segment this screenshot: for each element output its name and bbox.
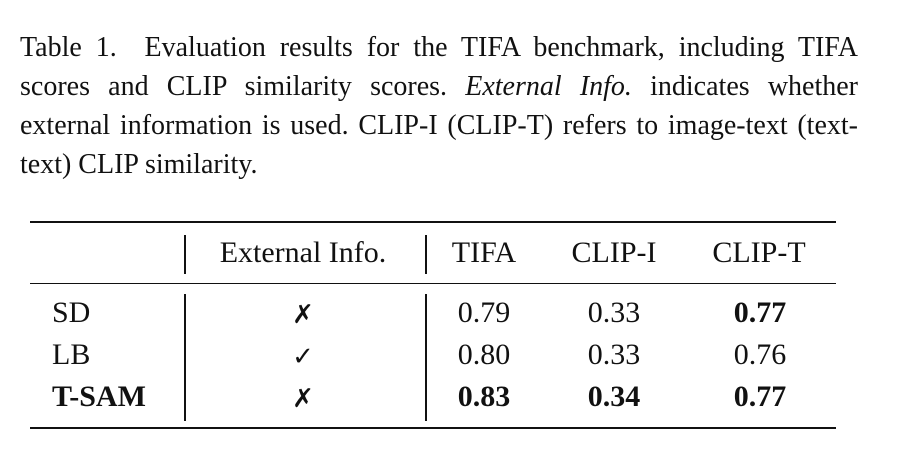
header-cell: CLIP-I <box>571 236 657 269</box>
row-label: LB <box>52 338 91 371</box>
cell: 0.33 <box>587 338 641 371</box>
cell: ✗ <box>292 384 314 414</box>
caption: Table 1. Evaluation results for the TIFA… <box>20 28 858 184</box>
cell: 0.79 <box>457 296 511 329</box>
cell: ✓ <box>292 342 314 372</box>
top-rule <box>30 221 836 223</box>
column-divider <box>425 235 427 274</box>
header-cell: TIFA <box>451 236 517 269</box>
mid-rule <box>30 283 836 285</box>
row-label: T-SAM <box>52 380 146 413</box>
column-divider <box>425 294 427 421</box>
caption-text: Evaluation results for the TIFA benchmar… <box>20 32 858 102</box>
caption-italic: External Info. <box>465 71 632 102</box>
cell: 0.33 <box>587 296 641 329</box>
caption-label: Table 1. <box>20 32 117 63</box>
column-divider <box>184 235 186 274</box>
row-label: SD <box>52 296 91 329</box>
cell: 0.34 <box>587 380 641 413</box>
header-cell: CLIP-T <box>712 236 806 269</box>
header-cell: External Info. <box>219 236 387 269</box>
cell: 0.80 <box>457 338 511 371</box>
cell: 0.77 <box>733 296 787 329</box>
cell: ✗ <box>292 300 314 330</box>
caption-text: indicates whether external information i… <box>20 71 858 180</box>
cell: 0.83 <box>457 380 511 413</box>
bottom-rule <box>30 427 836 429</box>
cell: 0.76 <box>733 338 787 371</box>
cell: 0.77 <box>733 380 787 413</box>
column-divider <box>184 294 186 421</box>
